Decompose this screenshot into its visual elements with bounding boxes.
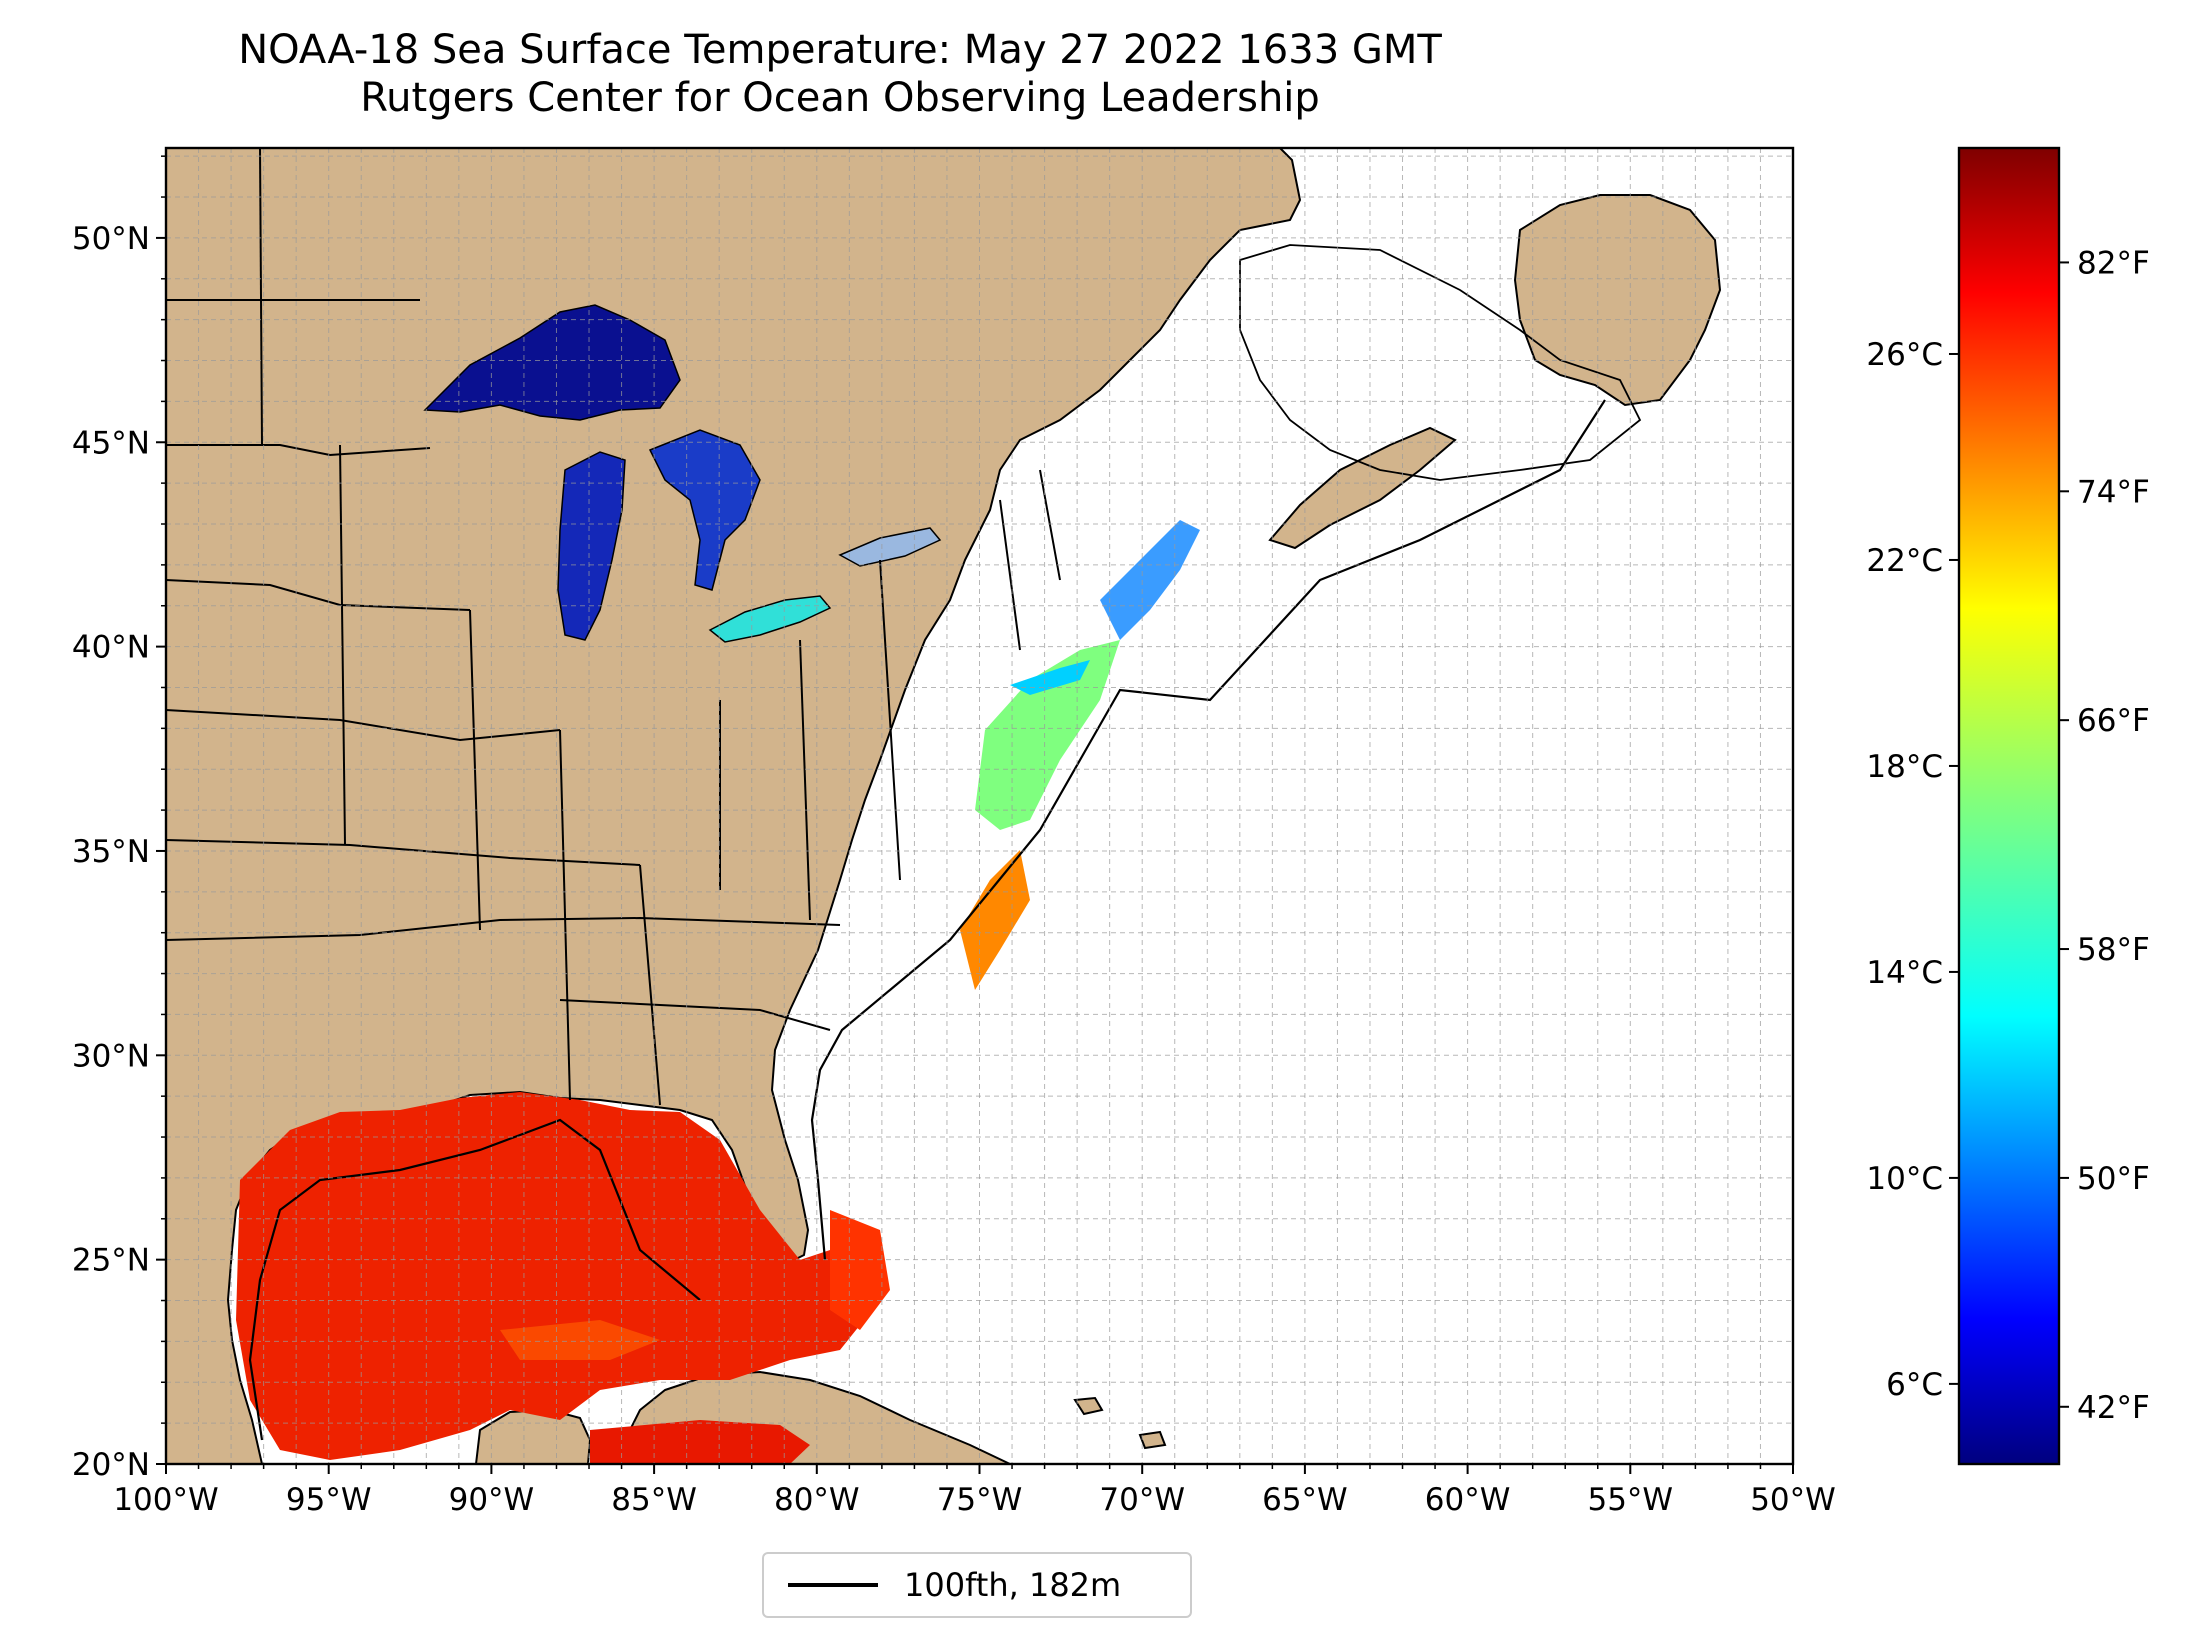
colorbar-celsius-label: 26°C (1866, 337, 1943, 373)
sst-long-island-sound (1010, 660, 1090, 695)
y-tick-label: 40°N (72, 630, 150, 666)
colorbar-fahrenheit-label: 82°F (2077, 245, 2150, 281)
sst-florida-keys (830, 1210, 890, 1330)
x-tick-label: 75°W (937, 1482, 1023, 1518)
colorbar-celsius-label: 18°C (1866, 749, 1943, 785)
colorbar-fahrenheit-label: 58°F (2077, 932, 2150, 968)
lake-superior (423, 304, 681, 421)
x-tick-label: 55°W (1587, 1482, 1673, 1518)
colorbar-celsius-label: 6°C (1886, 1367, 1943, 1403)
x-tick-label: 60°W (1425, 1482, 1511, 1518)
x-tick-label: 65°W (1262, 1482, 1348, 1518)
x-tick-label: 70°W (1099, 1482, 1185, 1518)
x-tick-label: 85°W (611, 1482, 697, 1518)
lake-erie (708, 595, 832, 643)
y-axis: 20°N 25°N 30°N 35°N 40°N 45°N 50°N (72, 155, 166, 1483)
colorbar-fahrenheit-axis: 82°F 74°F 66°F 58°F 50°F 42°F (2059, 245, 2150, 1426)
colorbar-celsius-axis: 26°C 22°C 18°C 14°C 10°C 6°C (1866, 337, 1959, 1403)
sst-caribbean (590, 1420, 810, 1464)
y-tick-label: 50°N (72, 221, 150, 257)
y-tick-label: 30°N (72, 1038, 150, 1074)
y-tick-label: 25°N (72, 1243, 150, 1279)
x-tick-label: 95°W (286, 1482, 372, 1518)
land-newfoundland (1513, 194, 1722, 407)
isobath-100fth-banks (1239, 244, 1642, 481)
y-tick-label: 45°N (72, 425, 150, 461)
isobath-100fth-gulf (248, 1118, 701, 1441)
land-nova-scotia (1268, 426, 1457, 550)
sst-cape-hatteras (960, 850, 1030, 990)
y-tick-label: 20°N (72, 1447, 150, 1483)
colorbar-fahrenheit-label: 50°F (2077, 1161, 2150, 1197)
colorbar-celsius-label: 22°C (1866, 543, 1943, 579)
title-block: NOAA-18 Sea Surface Temperature: May 27 … (0, 26, 1680, 122)
state-borders (166, 148, 1061, 1106)
map-area (166, 148, 1793, 1464)
gridlines (166, 148, 1793, 1464)
x-tick-label: 80°W (774, 1482, 860, 1518)
colorbar-fahrenheit-label: 74°F (2077, 474, 2150, 510)
legend: 100fth, 182m (762, 1552, 1192, 1618)
x-tick-label: 100°W (113, 1482, 218, 1518)
x-tick-label: 50°W (1750, 1482, 1836, 1518)
colorbar-fahrenheit-label: 66°F (2077, 703, 2150, 739)
colorbar-fahrenheit-label: 42°F (2077, 1390, 2150, 1426)
isobath-100fth-atlantic (810, 399, 1606, 1261)
colorbar-celsius-label: 10°C (1866, 1161, 1943, 1197)
sst-gulf-cool-patch (500, 1320, 660, 1360)
colorbar (1957, 146, 2061, 1466)
lake-ontario (838, 527, 942, 567)
legend-line-swatch (788, 1583, 878, 1587)
legend-label: 100fth, 182m (904, 1566, 1122, 1604)
map-title: NOAA-18 Sea Surface Temperature: May 27 … (238, 27, 1442, 73)
lake-michigan (557, 451, 626, 641)
x-axis: 100°W 95°W 90°W 85°W 80°W 75°W 70°W 65°W 60°W 55°… (113, 1464, 1836, 1518)
land-yucatan (474, 1408, 592, 1464)
y-tick-label: 35°N (72, 834, 150, 870)
colorbar-celsius-label: 14°C (1866, 955, 1943, 991)
map-subtitle: Rutgers Center for Ocean Observing Leade… (360, 75, 1320, 121)
x-tick-label: 90°W (449, 1482, 535, 1518)
sst-mid-atlantic-bight (975, 640, 1120, 830)
sst-gulf-of-maine (1100, 520, 1200, 640)
